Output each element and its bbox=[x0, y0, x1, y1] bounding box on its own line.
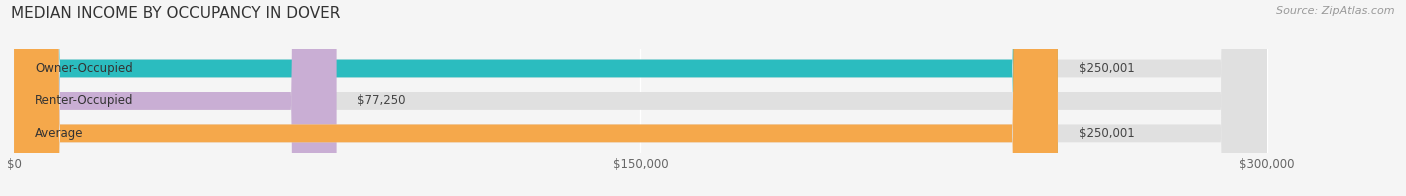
FancyBboxPatch shape bbox=[14, 0, 1267, 196]
FancyBboxPatch shape bbox=[14, 0, 1267, 196]
Text: Source: ZipAtlas.com: Source: ZipAtlas.com bbox=[1277, 6, 1395, 16]
Text: $77,250: $77,250 bbox=[357, 94, 406, 107]
Text: MEDIAN INCOME BY OCCUPANCY IN DOVER: MEDIAN INCOME BY OCCUPANCY IN DOVER bbox=[11, 6, 340, 21]
Text: Renter-Occupied: Renter-Occupied bbox=[35, 94, 134, 107]
Text: $250,001: $250,001 bbox=[1078, 62, 1135, 75]
FancyBboxPatch shape bbox=[14, 0, 1057, 196]
FancyBboxPatch shape bbox=[14, 0, 1267, 196]
FancyBboxPatch shape bbox=[14, 0, 1057, 196]
Text: $250,001: $250,001 bbox=[1078, 127, 1135, 140]
Text: Owner-Occupied: Owner-Occupied bbox=[35, 62, 132, 75]
Text: Average: Average bbox=[35, 127, 83, 140]
FancyBboxPatch shape bbox=[14, 0, 336, 196]
